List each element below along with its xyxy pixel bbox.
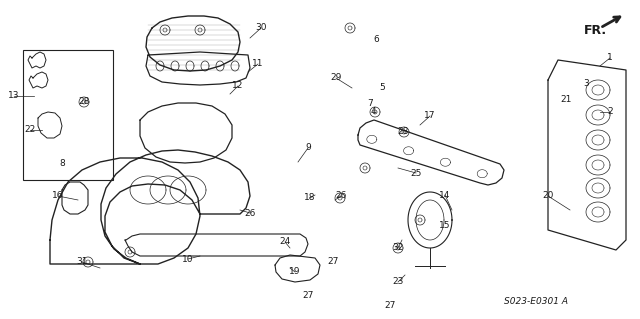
Text: S023-E0301 A: S023-E0301 A (504, 298, 568, 307)
Text: 27: 27 (302, 291, 314, 300)
Text: 25: 25 (410, 168, 422, 177)
Text: 17: 17 (424, 112, 436, 121)
Text: 8: 8 (59, 159, 65, 167)
Text: 3: 3 (583, 78, 589, 87)
Text: 16: 16 (52, 191, 64, 201)
Text: 4: 4 (370, 108, 376, 116)
Text: 22: 22 (24, 125, 36, 135)
Text: 28: 28 (397, 127, 409, 136)
Text: 20: 20 (542, 191, 554, 201)
Text: 29: 29 (330, 73, 342, 83)
Text: 21: 21 (560, 95, 572, 105)
Text: 5: 5 (379, 84, 385, 93)
Text: 2: 2 (607, 108, 613, 116)
Text: 27: 27 (327, 257, 339, 266)
Text: 26: 26 (244, 209, 256, 218)
Text: 7: 7 (367, 100, 373, 108)
Text: 13: 13 (8, 92, 20, 100)
Text: 12: 12 (232, 81, 244, 91)
Text: 6: 6 (373, 35, 379, 44)
Text: 30: 30 (255, 24, 267, 33)
Text: 28: 28 (78, 98, 90, 107)
Text: 10: 10 (182, 255, 194, 263)
Text: 18: 18 (304, 194, 316, 203)
Text: 31: 31 (76, 257, 88, 266)
Text: 27: 27 (384, 300, 396, 309)
Text: FR.: FR. (584, 24, 607, 36)
Text: 1: 1 (607, 54, 613, 63)
Text: 9: 9 (305, 144, 311, 152)
Text: 24: 24 (280, 238, 291, 247)
Text: 14: 14 (439, 190, 451, 199)
Text: 19: 19 (289, 268, 301, 277)
Text: 32: 32 (392, 243, 404, 253)
Text: 23: 23 (392, 278, 404, 286)
Bar (23, 50, 113, 180)
Text: 26: 26 (335, 191, 347, 201)
Text: 11: 11 (252, 60, 264, 69)
Text: 15: 15 (439, 220, 451, 229)
